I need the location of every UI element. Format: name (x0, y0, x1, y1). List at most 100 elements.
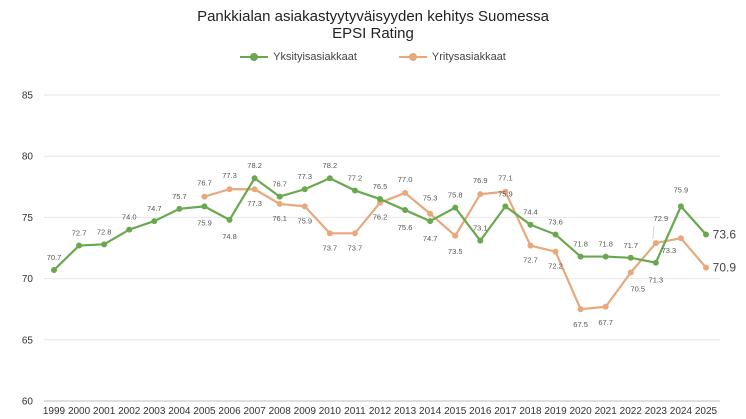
data-point-yksityis (226, 216, 233, 223)
data-point-yksityis (276, 193, 283, 200)
x-tick-label: 2020 (569, 406, 592, 417)
x-tick-label: 2011 (344, 406, 366, 417)
data-point-yritys (427, 210, 434, 217)
data-label-yritys: 76.7 (197, 179, 212, 188)
data-label-yksityis: 78.2 (247, 161, 262, 170)
data-point-yritys (627, 269, 634, 276)
x-tick-label: 2000 (68, 406, 91, 417)
data-label-yritys: 77.3 (222, 171, 237, 180)
data-label-yksityis: 77.2 (348, 173, 363, 182)
x-tick-label: 2019 (544, 406, 567, 417)
x-tick-label: 2025 (695, 406, 718, 417)
data-point-yksityis (301, 186, 308, 193)
legend-item-yritys: Yritysasiakkaat (398, 51, 506, 63)
data-point-yksityis (502, 203, 509, 210)
data-label-yksityis: 71.8 (573, 240, 588, 249)
data-label-yksityis: 73.6 (548, 218, 563, 227)
data-label-yksityis: 75.9 (197, 218, 212, 227)
y-tick-label: 65 (22, 335, 34, 346)
data-label-yksityis: 71.7 (623, 241, 638, 250)
x-tick-label: 2017 (494, 406, 517, 417)
data-point-yksityis (427, 218, 434, 225)
data-label-yksityis: 74.0 (122, 213, 137, 222)
data-point-yksityis (101, 241, 108, 248)
data-label-yritys: 73.5 (448, 247, 463, 256)
data-label-yksityis: 73.1 (473, 224, 488, 233)
data-point-yritys (552, 248, 559, 255)
data-label-yksityis: 72.8 (97, 227, 112, 236)
data-point-yritys (402, 189, 409, 196)
chart-title: Pankkialan asiakastyytyväisyyden kehitys… (197, 8, 549, 25)
data-label-yksityis: 75.9 (498, 189, 513, 198)
data-point-yksityis (677, 203, 684, 210)
data-point-yksityis (602, 253, 609, 260)
data-point-yksityis (176, 205, 183, 212)
data-label-yritys: 72.2 (548, 262, 563, 271)
y-tick-label: 70 (22, 274, 34, 285)
data-point-yritys (677, 235, 684, 242)
data-point-yksityis (652, 259, 659, 266)
data-label-yritys: 77.1 (498, 174, 513, 183)
data-point-yritys (251, 186, 258, 193)
data-label-yksityis: 76.7 (272, 180, 287, 189)
x-tick-label: 2013 (394, 406, 417, 417)
data-point-yritys (452, 232, 459, 239)
chart-subtitle: EPSI Rating (332, 25, 414, 42)
data-point-yksityis (452, 204, 459, 211)
data-label-yritys: 77.3 (247, 199, 262, 208)
data-point-yksityis (51, 267, 57, 274)
data-label-yksityis: 70.7 (47, 253, 62, 262)
data-point-yksityis (151, 218, 158, 225)
data-label-yksityis: 76.5 (373, 182, 388, 191)
x-tick-label: 2003 (143, 406, 166, 417)
data-label-yksityis: 72.7 (72, 229, 87, 238)
data-point-yksityis (527, 221, 534, 228)
data-point-yksityis (402, 207, 409, 214)
data-label-yritys: 72.7 (523, 256, 538, 265)
x-tick-label: 2024 (670, 406, 693, 417)
x-tick-label: 2009 (294, 406, 317, 417)
data-label-yksityis: 71.8 (598, 240, 613, 249)
data-point-yksityis (251, 175, 258, 182)
data-point-yksityis (76, 242, 83, 249)
data-label-yritys: 76.1 (272, 214, 287, 223)
data-label-yksityis: 74.7 (423, 234, 438, 243)
data-label-yritys: 73.7 (323, 243, 338, 252)
x-tick-label: 2023 (645, 406, 668, 417)
data-label-yksityis: 74.8 (222, 232, 237, 241)
x-tick-label: 2001 (93, 406, 116, 417)
data-label-yritys: 72.9 (654, 214, 669, 223)
data-label-yksityis: 74.7 (147, 204, 162, 213)
legend-label-yritys: Yritysasiakkaat (431, 51, 506, 63)
x-tick-label: 2004 (168, 406, 191, 417)
data-label-yritys: 77.0 (398, 175, 413, 184)
x-tick-label: 2005 (193, 406, 216, 417)
data-label-yksityis: 75.7 (172, 192, 187, 201)
data-label-yritys: 67.5 (573, 320, 588, 329)
data-point-yksityis (326, 175, 333, 182)
data-label-yritys: 75.3 (423, 194, 438, 203)
y-tick-label: 80 (22, 152, 34, 163)
end-label-yritys: 70.9 (713, 261, 737, 275)
legend-swatch-yksityis (240, 53, 269, 61)
data-label-yritys: 76.9 (473, 176, 488, 185)
data-label-yksityis: 74.4 (523, 208, 538, 217)
x-tick-label: 2022 (620, 406, 643, 417)
end-label-yksityis: 73.6 (713, 228, 737, 242)
data-label-yritys: 67.7 (598, 318, 613, 327)
data-label-yksityis: 75.9 (674, 185, 689, 194)
data-point-yritys (703, 264, 709, 271)
data-label-yritys: 73.3 (662, 246, 677, 255)
y-tick-label: 85 (22, 91, 34, 102)
data-label-yksityis: 75.6 (398, 223, 413, 232)
data-label-yritys: 73.7 (348, 243, 363, 252)
x-tick-label: 1999 (43, 406, 66, 417)
x-tick-label: 2002 (118, 406, 141, 417)
x-tick-label: 2007 (243, 406, 266, 417)
data-point-yritys (351, 230, 358, 237)
data-point-yksityis (477, 237, 484, 244)
x-tick-label: 2021 (595, 406, 618, 417)
data-point-yritys (652, 240, 659, 247)
data-point-yritys (502, 188, 509, 195)
